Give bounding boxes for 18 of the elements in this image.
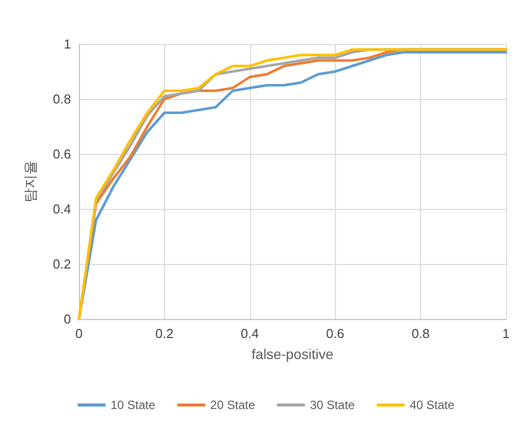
x-tick-label: 0.6: [326, 326, 344, 341]
x-tick-label: 0.4: [240, 326, 259, 341]
y-tick-label: 1: [64, 36, 71, 52]
x-tick-label: 0.8: [412, 326, 430, 341]
y-tick-label: 0.8: [52, 92, 71, 106]
y-tick-label: 0.6: [52, 146, 71, 162]
x-tick-label: 0: [75, 326, 83, 341]
y-tick-label: 0: [64, 312, 71, 326]
legend-label: 20 State: [210, 398, 256, 412]
x-axis-title: false-positive: [252, 346, 334, 362]
x-tick-label: 1: [502, 326, 510, 341]
y-tick-label: 0.4: [52, 202, 71, 216]
legend-label: 40 State: [410, 398, 455, 412]
x-tick-label: 0.2: [155, 326, 174, 341]
legend-label: 10 State: [110, 398, 156, 412]
y-tick-label: 0.2: [52, 256, 71, 272]
y-axis-title: 탐지율: [22, 160, 38, 202]
legend-label: 30 State: [310, 398, 356, 412]
